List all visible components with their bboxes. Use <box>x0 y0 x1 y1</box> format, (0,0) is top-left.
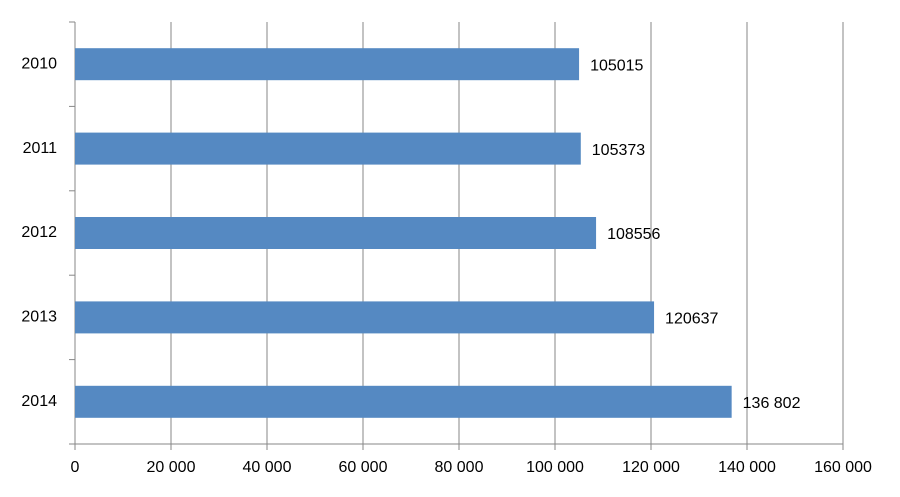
x-tick-label: 40 000 <box>243 459 292 476</box>
x-tick-label: 100 000 <box>526 459 584 476</box>
bar <box>75 132 581 165</box>
bar <box>75 385 732 418</box>
data-label: 136 802 <box>743 395 801 412</box>
bar <box>75 48 580 81</box>
x-tick-label: 80 000 <box>435 459 484 476</box>
x-tick-label: 20 000 <box>147 459 196 476</box>
data-label: 105015 <box>590 57 643 74</box>
data-label: 108556 <box>607 226 660 243</box>
data-label: 105373 <box>592 142 645 159</box>
x-tick-label: 140 000 <box>718 459 776 476</box>
bar <box>75 217 597 249</box>
data-label: 120637 <box>665 311 718 328</box>
y-tick-label: 2011 <box>23 140 58 157</box>
y-tick-label: 2012 <box>21 224 57 241</box>
x-tick-label: 0 <box>71 459 80 476</box>
y-tick-label: 2010 <box>21 55 57 72</box>
y-tick-label: 2014 <box>21 393 57 410</box>
bar <box>75 301 655 334</box>
x-tick-label: 120 000 <box>622 459 680 476</box>
y-tick-label: 2013 <box>21 309 57 326</box>
x-tick-label: 160 000 <box>814 459 872 476</box>
x-tick-label: 60 000 <box>339 459 388 476</box>
